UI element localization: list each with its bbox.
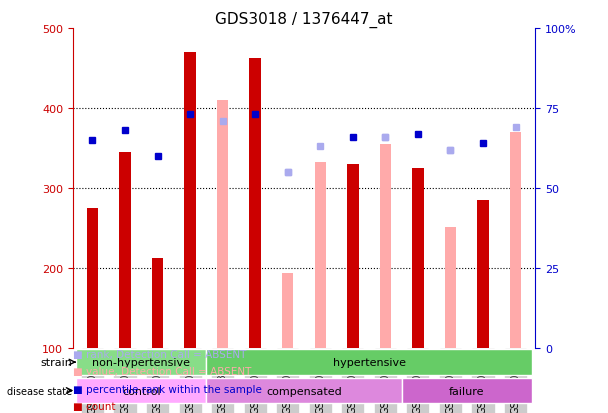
- Text: ■ rank, Detection Call = ABSENT: ■ rank, Detection Call = ABSENT: [73, 349, 246, 359]
- Bar: [314, 162, 326, 348]
- Text: strain: strain: [41, 357, 72, 367]
- Bar: [347, 164, 359, 348]
- Bar: [412, 169, 424, 348]
- Bar: [152, 259, 164, 348]
- FancyBboxPatch shape: [76, 349, 206, 375]
- Bar: [282, 274, 294, 348]
- Bar: [217, 101, 229, 348]
- Text: ■ count: ■ count: [73, 401, 116, 411]
- Text: control: control: [122, 386, 161, 396]
- Bar: [249, 58, 261, 348]
- FancyBboxPatch shape: [206, 349, 532, 375]
- FancyBboxPatch shape: [76, 378, 206, 404]
- Bar: [477, 200, 489, 348]
- Bar: [87, 209, 98, 348]
- FancyBboxPatch shape: [402, 378, 532, 404]
- Title: GDS3018 / 1376447_at: GDS3018 / 1376447_at: [215, 12, 393, 28]
- Text: compensated: compensated: [266, 386, 342, 396]
- Text: disease state: disease state: [7, 386, 72, 396]
- Bar: [184, 53, 196, 348]
- Bar: [444, 228, 456, 348]
- Text: failure: failure: [449, 386, 485, 396]
- Bar: [510, 133, 521, 348]
- Text: ■ value, Detection Call = ABSENT: ■ value, Detection Call = ABSENT: [73, 366, 251, 376]
- Text: hypertensive: hypertensive: [333, 357, 406, 367]
- Bar: [119, 152, 131, 348]
- Text: ■ percentile rank within the sample: ■ percentile rank within the sample: [73, 384, 262, 394]
- FancyBboxPatch shape: [206, 378, 402, 404]
- Text: non-hypertensive: non-hypertensive: [92, 357, 190, 367]
- Bar: [379, 145, 391, 348]
